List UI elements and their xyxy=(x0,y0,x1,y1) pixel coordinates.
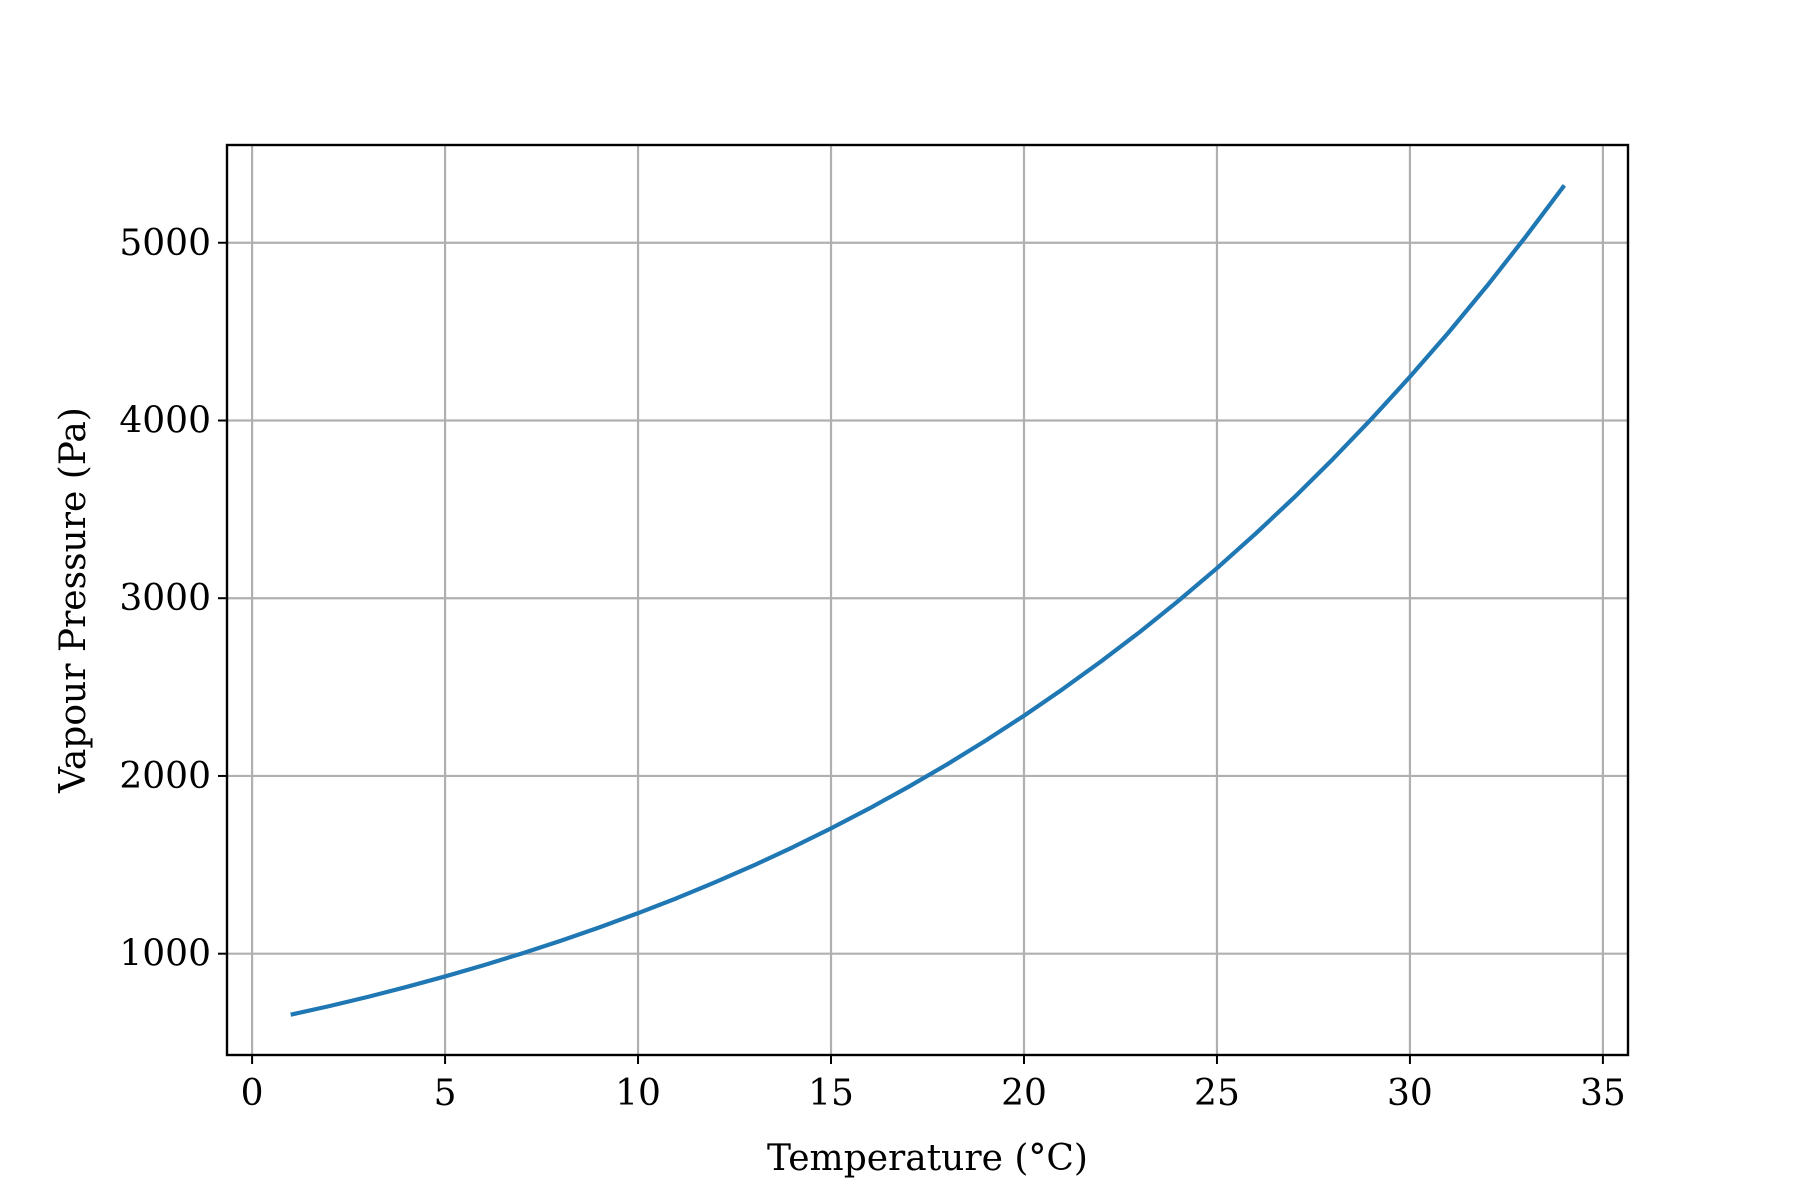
y-tick-label: 5000 xyxy=(119,223,211,264)
x-tick-label: 15 xyxy=(808,1073,854,1114)
vapour-pressure-line xyxy=(290,184,1566,1017)
y-tick-label: 4000 xyxy=(119,400,211,441)
y-tick-label: 1000 xyxy=(119,934,211,975)
x-tick-label: 5 xyxy=(434,1073,457,1114)
y-axis-label: Vapour Pressure (Pa) xyxy=(53,407,94,794)
x-tick-label: 10 xyxy=(615,1073,661,1114)
x-tick-label: 25 xyxy=(1194,1073,1240,1114)
y-tick-label: 2000 xyxy=(119,756,211,797)
y-tick-label: 3000 xyxy=(119,578,211,619)
y-axis-ticks: 1000 2000 3000 4000 5000 xyxy=(119,223,227,975)
series-layer xyxy=(290,184,1566,1017)
x-tick-label: 35 xyxy=(1580,1073,1626,1114)
plot-frame xyxy=(225,143,1630,1057)
x-tick-label: 30 xyxy=(1387,1073,1433,1114)
x-axis-ticks: 0 5 10 15 20 25 30 35 xyxy=(241,1055,1626,1114)
x-axis-label: Temperature (°C) xyxy=(767,1138,1088,1179)
x-tick-label: 20 xyxy=(1001,1073,1047,1114)
grid xyxy=(227,145,1628,1055)
x-tick-label: 0 xyxy=(241,1073,264,1114)
